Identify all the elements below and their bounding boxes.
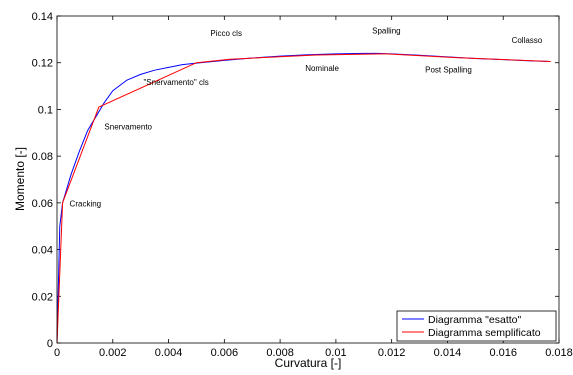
annotation-label: Snervamento — [104, 122, 152, 131]
annotation-group: Cracking Snervamento "Snervamento" cls Picc… — [70, 27, 543, 209]
plot-area — [57, 16, 559, 343]
series-group — [56, 52, 551, 344]
annotation-label: Nominale — [305, 64, 339, 73]
y-tick-label: 0.14 — [32, 11, 53, 23]
x-tick-label: 0.018 — [545, 347, 573, 359]
y-tick-label: 0 — [47, 338, 53, 350]
x-axis-label: Curvatura [-] — [275, 356, 342, 370]
x-tick-label: 0.004 — [155, 347, 183, 359]
x-tick-label: 0.006 — [211, 347, 239, 359]
tick-group: 0 0.002 0.004 0.006 0.008 0.01 0.012 0.014 0.016… — [32, 11, 573, 359]
legend-box — [396, 310, 557, 342]
y-tick-label: 0.06 — [32, 198, 53, 210]
y-axis-label: Momento [-] — [13, 147, 27, 211]
annotation-label: Spalling — [372, 27, 400, 36]
y-tick-label: 0.02 — [32, 291, 53, 303]
x-tick-label: 0.002 — [99, 347, 127, 359]
x-tick-label: 0.008 — [266, 347, 294, 359]
annotation-label: Picco cls — [210, 29, 242, 38]
annotation-label: Post Spalling — [425, 65, 472, 74]
x-tick-label: 0.016 — [489, 347, 517, 359]
x-tick-label: 0.012 — [378, 347, 406, 359]
plot-frame — [56, 15, 560, 344]
y-tick-label: 0.12 — [32, 58, 53, 70]
y-tick-label: 0.04 — [32, 245, 53, 257]
y-tick-label: 0.08 — [32, 151, 53, 163]
legend-label-esatto: Diagramma "esatto" — [428, 314, 522, 326]
annotation-label: Cracking — [70, 199, 102, 208]
x-tick-label: 0.014 — [434, 347, 462, 359]
y-tick-label: 0.1 — [38, 104, 53, 116]
series-line-semplificato — [56, 53, 551, 344]
legend-label-semplificato: Diagramma semplificato — [428, 327, 541, 339]
annotation-label: "Snervamento" cls — [143, 78, 208, 87]
x-tick-label: 0.01 — [325, 347, 346, 359]
legend: Diagramma "esatto" Diagramma semplificat… — [396, 310, 557, 342]
annotation-label: Collasso — [512, 36, 543, 45]
x-tick-label: 0 — [54, 347, 60, 359]
